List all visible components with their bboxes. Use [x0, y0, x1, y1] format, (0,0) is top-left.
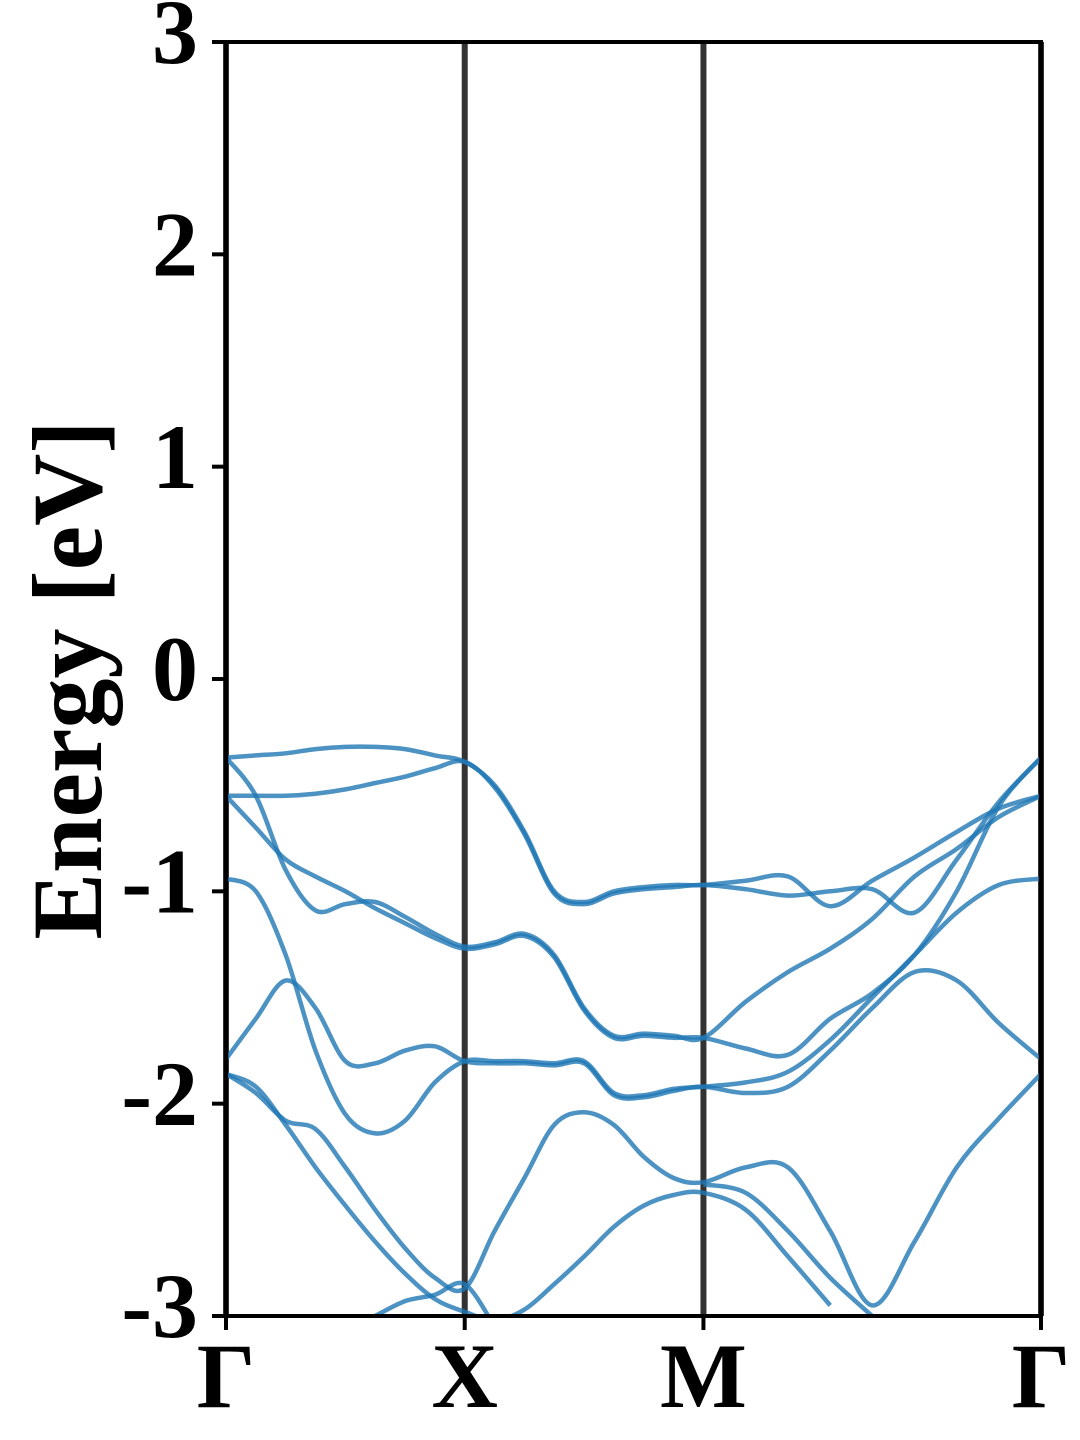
- band-line: [226, 756, 1041, 916]
- y-tick-label: -2: [121, 1043, 198, 1145]
- y-axis-label: Energy [eV]: [12, 420, 123, 939]
- bands: [226, 744, 1041, 1316]
- x-tick-label: Γ: [1012, 1325, 1071, 1427]
- x-tick-label: Γ: [197, 1325, 256, 1427]
- y-tick-label: -3: [121, 1255, 198, 1357]
- x-tick-label: X: [431, 1325, 497, 1427]
- band-line: [226, 756, 1041, 1059]
- y-tick-label: 0: [152, 618, 198, 720]
- y-tick-label: -1: [121, 830, 198, 932]
- y-tick-label: 2: [152, 193, 198, 295]
- band-line: [226, 1071, 832, 1316]
- x-tick-label: M: [660, 1325, 747, 1427]
- plot-frame: [224, 40, 1043, 1318]
- band-line: [226, 756, 1041, 1043]
- axes: -3 -2 -1 0 1 2 3 Γ X M Γ: [121, 0, 1070, 1427]
- band-line: [226, 744, 1041, 909]
- grid: [223, 42, 1044, 1316]
- y-tick-label: 3: [152, 0, 198, 83]
- band-line: [226, 1071, 1041, 1308]
- band-line: [226, 876, 1041, 1136]
- band-line: [226, 967, 1041, 1101]
- band-line: [374, 1182, 874, 1316]
- y-tick-label: 1: [152, 406, 198, 508]
